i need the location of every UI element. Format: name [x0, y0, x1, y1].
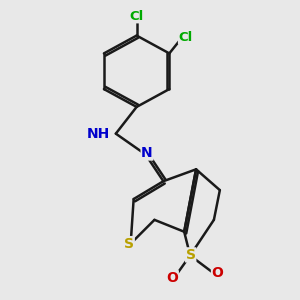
Text: N: N	[141, 146, 153, 160]
Text: NH: NH	[87, 127, 110, 141]
Text: Cl: Cl	[178, 31, 193, 44]
Text: S: S	[186, 248, 196, 262]
Text: S: S	[124, 237, 134, 250]
Text: O: O	[212, 266, 224, 280]
Text: Cl: Cl	[130, 10, 144, 23]
Text: O: O	[167, 271, 178, 285]
